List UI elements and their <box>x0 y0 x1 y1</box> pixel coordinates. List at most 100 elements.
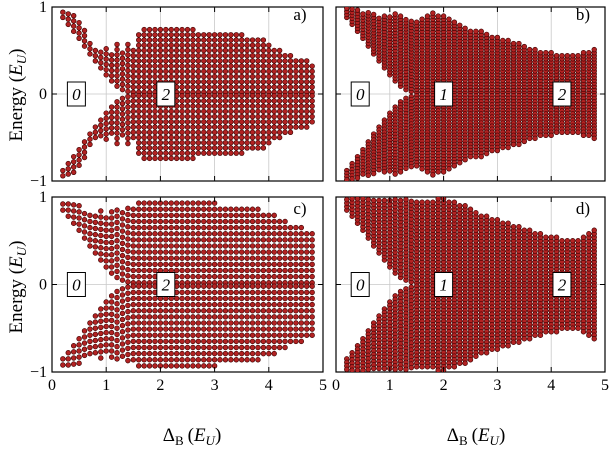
data-point <box>276 103 283 109</box>
data-point <box>217 124 223 130</box>
data-point <box>103 311 109 317</box>
data-point <box>271 124 277 130</box>
data-point <box>349 176 355 181</box>
data-point <box>179 134 185 141</box>
data-point <box>201 243 207 249</box>
data-point <box>309 103 315 109</box>
data-point <box>195 84 202 90</box>
data-point <box>260 320 267 326</box>
data-point <box>168 73 174 80</box>
data-point <box>249 295 256 302</box>
data-point <box>168 212 174 219</box>
region-label: 2 <box>558 85 567 104</box>
data-point <box>287 273 294 280</box>
data-point <box>526 46 533 53</box>
data-point <box>276 119 283 125</box>
data-point <box>276 53 283 59</box>
data-point <box>206 206 212 212</box>
data-point <box>309 320 315 326</box>
data-point <box>184 338 191 345</box>
data-point <box>184 350 191 357</box>
data-point <box>293 63 299 69</box>
data-point <box>201 68 207 75</box>
data-point <box>222 314 229 320</box>
data-point <box>125 284 131 290</box>
data-point <box>130 255 137 261</box>
data-point <box>298 261 305 268</box>
data-point <box>403 16 409 23</box>
data-point <box>103 72 109 78</box>
data-point <box>435 197 441 202</box>
x-tick-label: 3 <box>211 377 219 394</box>
data-point <box>233 332 239 338</box>
data-point <box>152 212 158 219</box>
data-point <box>190 73 196 80</box>
data-point <box>125 339 131 345</box>
data-point <box>298 79 305 85</box>
data-point <box>179 103 185 109</box>
data-point <box>157 53 164 59</box>
data-point <box>168 301 174 308</box>
data-point <box>70 361 77 367</box>
data-point <box>184 273 191 280</box>
data-point <box>201 73 207 80</box>
data-point <box>157 124 164 130</box>
data-point <box>217 73 223 80</box>
data-point <box>173 261 180 268</box>
data-point <box>130 243 137 249</box>
data-point <box>293 231 299 237</box>
data-point <box>239 68 245 75</box>
data-point <box>130 357 137 363</box>
data-point <box>239 47 245 54</box>
data-point <box>184 93 191 99</box>
data-point <box>376 15 382 22</box>
data-point <box>125 302 131 309</box>
data-point <box>184 103 191 109</box>
data-point <box>266 237 272 243</box>
data-point <box>266 314 272 320</box>
data-point <box>168 314 174 320</box>
data-point <box>293 224 299 231</box>
data-point <box>376 166 382 173</box>
data-point <box>136 267 142 274</box>
data-point <box>190 273 196 280</box>
data-point <box>184 26 191 33</box>
data-point <box>293 103 299 109</box>
data-point <box>228 150 234 156</box>
data-point <box>141 243 147 249</box>
data-point <box>206 63 212 69</box>
data-point <box>136 63 142 69</box>
data-point <box>500 343 506 349</box>
data-point <box>276 249 283 255</box>
data-point <box>108 52 115 58</box>
data-point <box>211 134 218 141</box>
data-point <box>276 308 283 314</box>
data-point <box>222 37 229 43</box>
series-points-3 <box>344 197 597 372</box>
data-point <box>81 38 88 44</box>
data-point <box>206 124 212 130</box>
data-point <box>293 93 299 99</box>
data-point <box>108 311 115 317</box>
data-point <box>293 338 299 345</box>
data-point <box>244 108 250 115</box>
data-point <box>206 237 212 243</box>
data-point <box>255 42 261 48</box>
data-point <box>228 308 234 314</box>
data-point <box>87 141 93 148</box>
data-point <box>119 216 126 222</box>
data-point <box>249 261 256 268</box>
data-point <box>125 248 131 254</box>
data-point <box>195 108 202 115</box>
data-point <box>201 93 207 99</box>
data-point <box>478 350 484 356</box>
data-point <box>136 103 142 109</box>
data-point <box>446 16 452 22</box>
data-point <box>260 129 267 135</box>
data-point <box>304 124 310 130</box>
data-point <box>249 79 256 85</box>
region-box-0-0 <box>66 81 86 107</box>
data-point <box>157 249 164 255</box>
data-point <box>108 125 115 131</box>
data-point <box>65 11 71 17</box>
